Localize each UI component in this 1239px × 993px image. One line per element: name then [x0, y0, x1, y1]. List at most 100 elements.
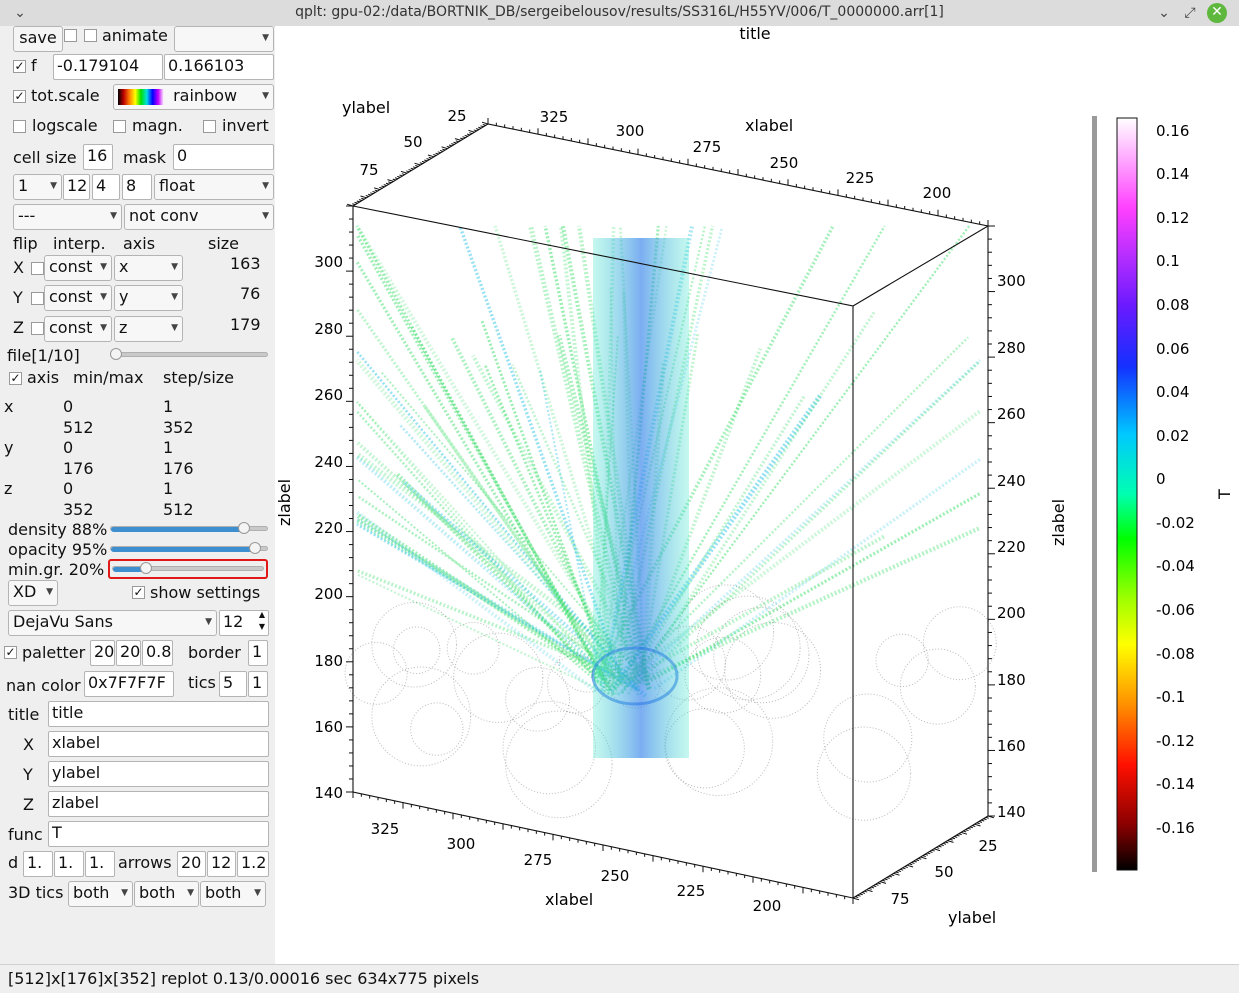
func-field[interactable]: T [48, 821, 269, 847]
density-slider[interactable] [110, 526, 268, 532]
range-x-step: 1 [163, 397, 174, 416]
tick-mark [956, 834, 960, 837]
flip-z-checkbox[interactable] [31, 322, 44, 335]
arrows-field-b[interactable]: 12 [207, 851, 236, 877]
f-checkbox[interactable]: ✓ [13, 59, 26, 73]
totscale-checkbox[interactable]: ✓ [13, 89, 26, 103]
mingr-slider-handle[interactable] [140, 562, 152, 574]
show-settings-checkbox[interactable]: ✓ [132, 585, 145, 599]
tics3d-combo-a[interactable]: both ▼ [68, 881, 133, 907]
interp-x-combo[interactable]: const ▼ [44, 255, 112, 281]
nancolor-field[interactable]: 0x7F7F7F [84, 671, 174, 697]
volume-ray [355, 233, 612, 690]
volume-sphere [899, 648, 976, 725]
font-family-combo[interactable]: DejaVu Sans ▼ [8, 610, 217, 636]
opacity-slider[interactable] [110, 546, 268, 552]
palette-combo[interactable]: rainbow ▼ [113, 84, 274, 110]
z-tick-left: 240 [314, 453, 343, 471]
view-mode-combo[interactable]: XD ▼ [8, 580, 58, 606]
conv-b-combo[interactable]: not conv ▼ [124, 204, 274, 230]
d-field-b[interactable]: 1. [54, 851, 84, 877]
interp-z-combo[interactable]: const ▼ [44, 316, 112, 342]
tics3d-combo-b[interactable]: both ▼ [134, 881, 199, 907]
window-menu-icon[interactable]: ⌄ [14, 5, 26, 21]
param-field-8[interactable]: 8 [122, 174, 152, 200]
param-field-12[interactable]: 12 [63, 174, 90, 200]
interp-y-combo[interactable]: const ▼ [44, 285, 112, 311]
axis-checkbox[interactable]: ✓ [9, 371, 22, 385]
file-slider[interactable] [110, 352, 268, 357]
tick-mark [895, 871, 899, 874]
paletter-field-a[interactable]: 20 [90, 640, 115, 666]
paletter-field-b[interactable]: 20 [116, 640, 141, 666]
f-max-field[interactable]: 0.166103 [164, 54, 274, 80]
tick-mark [365, 195, 369, 197]
opacity-slider-handle[interactable] [249, 542, 261, 554]
colorbar-tick: 0 [1156, 470, 1166, 488]
axis-y-combo[interactable]: y ▼ [114, 285, 183, 311]
flip-y-checkbox[interactable] [31, 292, 44, 305]
volume-sphere [392, 626, 441, 675]
conv-a-combo[interactable]: --- ▼ [13, 204, 122, 230]
magn-label: magn. [132, 116, 183, 135]
opacity-slider-fill [111, 547, 256, 552]
param-field-4[interactable]: 4 [92, 174, 120, 200]
save-button[interactable]: save [13, 26, 63, 52]
invert-checkbox[interactable] [203, 120, 216, 133]
density-slider-handle[interactable] [238, 522, 250, 534]
f-min-field[interactable]: -0.179104 [53, 54, 163, 80]
y-tick-top: 50 [403, 133, 422, 151]
paletter-field-c[interactable]: 0.8 [142, 640, 173, 666]
arrows-field-a[interactable]: 20 [177, 851, 206, 877]
tick-mark [370, 192, 374, 195]
volume-sphere [875, 633, 929, 687]
ylabel-field[interactable]: ylabel [48, 761, 269, 787]
plot-canvas[interactable]: title 300 280 260 240 220 200 180 160 14… [275, 24, 1239, 964]
tick-mark [453, 141, 457, 144]
colorbar-scrollbar[interactable] [1092, 116, 1097, 872]
file-slider-handle[interactable] [110, 348, 122, 360]
axis-header: axis [123, 234, 156, 253]
tick-mark [981, 819, 985, 822]
title-field[interactable]: title [48, 701, 269, 727]
axis-z-combo[interactable]: z ▼ [114, 316, 183, 342]
d-field-c[interactable]: 1. [85, 851, 115, 877]
minimize-icon[interactable]: ⌄ [1158, 5, 1170, 21]
close-icon[interactable]: ✕ [1207, 3, 1227, 23]
animate-combo[interactable]: ▼ [174, 26, 274, 52]
y-tick-top: 75 [359, 161, 378, 179]
flip-x-checkbox[interactable] [31, 262, 44, 275]
tick-mark [888, 875, 893, 878]
restore-icon[interactable]: ⤢ [1184, 5, 1196, 21]
axis-x-combo[interactable]: x ▼ [114, 255, 183, 281]
border-field[interactable]: 1 [248, 640, 268, 666]
dim-combo[interactable]: 1 ▼ [13, 174, 62, 200]
tick-mark [421, 160, 426, 163]
tick-mark [428, 156, 432, 159]
x-tick-top: 250 [770, 154, 799, 172]
mingr-slider[interactable] [112, 566, 264, 572]
logscale-checkbox[interactable] [13, 120, 26, 133]
animate-label: animate [102, 26, 168, 45]
tick-mark [399, 174, 403, 177]
cellsize-field[interactable]: 16 [83, 144, 113, 170]
tics3d-combo-c[interactable]: both ▼ [200, 881, 266, 907]
dtype-combo[interactable]: float ▼ [154, 174, 274, 200]
tics-field-b[interactable]: 1 [248, 671, 268, 697]
checkbox-unlabeled[interactable] [64, 29, 77, 42]
xlabel-field[interactable]: xlabel [48, 731, 269, 757]
volume-sphere [371, 666, 472, 767]
magn-checkbox[interactable] [113, 120, 126, 133]
colorbar-tick: 0.08 [1156, 296, 1189, 314]
paletter-checkbox[interactable]: ✓ [4, 645, 17, 659]
mask-field[interactable]: 0 [173, 144, 274, 170]
d-field-a[interactable]: 1. [23, 851, 53, 877]
range-z-name: z [4, 479, 13, 498]
tics-field-a[interactable]: 5 [219, 671, 247, 697]
animate-checkbox[interactable] [84, 29, 97, 42]
font-size-spinbox[interactable]: 12 ▲ ▼ [219, 610, 269, 636]
spinner-arrows-icon[interactable]: ▲ ▼ [258, 610, 265, 631]
zlabel-field[interactable]: zlabel [48, 791, 269, 817]
range-x-size: 352 [163, 418, 194, 437]
arrows-field-c[interactable]: 1.2 [237, 851, 269, 877]
